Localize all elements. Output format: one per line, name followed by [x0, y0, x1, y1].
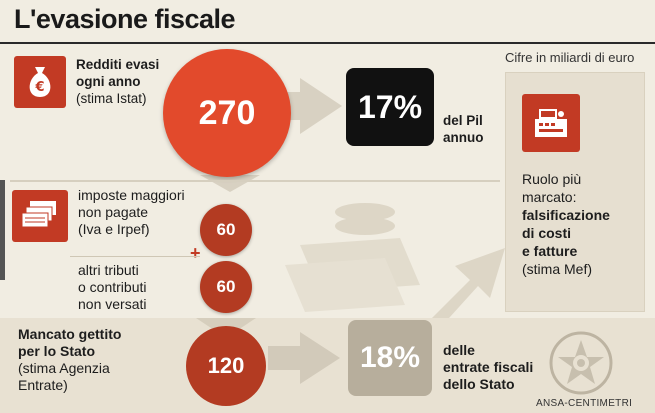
row4-label-line2: per lo Stato — [18, 343, 96, 359]
side-panel-text: Ruolo più marcato: falsificazione di cos… — [522, 170, 610, 278]
pct-box-pil: 17% — [346, 68, 434, 146]
row4-label: Mancato gettito per lo Stato (stima Agen… — [18, 326, 121, 394]
row3-label-line1: altri tributi — [78, 262, 139, 278]
coin-stack-mid — [335, 217, 395, 235]
row1-label-note: (stima Istat) — [76, 91, 147, 106]
row3-label-line2: o contributi — [78, 279, 147, 295]
row1-label-line1: Redditi evasi — [76, 57, 160, 72]
row1-pct-label: del Pil annuo — [443, 112, 484, 146]
unit-note: Cifre in miliardi di euro — [505, 50, 635, 65]
row3-label-line3: non versati — [78, 296, 147, 312]
row4-label-line1: Mancato gettito — [18, 326, 122, 342]
pct-box-entrate: 18% — [348, 320, 432, 396]
arrow-row4-overlay — [268, 332, 340, 384]
coin-stack-top — [335, 203, 395, 221]
row2-label-line3: (Iva e Irpef) — [78, 221, 150, 237]
side-panel-line6: (stima Mef) — [522, 261, 592, 277]
plus-sign: + — [190, 243, 201, 263]
row3-label: altri tributi o contributi non versati — [78, 262, 146, 313]
row1-label: Redditi evasi ogni anno (stima Istat) — [76, 56, 159, 107]
value-circle-60-first: 60 — [200, 204, 252, 256]
value-circle-60-second: 60 — [200, 261, 252, 313]
side-panel-line4: di costi — [522, 225, 572, 241]
side-panel-line5: e fatture — [522, 243, 578, 259]
money-bag-euro-icon: € — [14, 56, 66, 108]
row4-pct-label-line1: delle — [443, 342, 475, 358]
italian-republic-emblem-icon — [549, 331, 613, 395]
side-panel-line1: Ruolo più — [522, 171, 582, 187]
row4-pct-label: delle entrate fiscali dello Stato — [443, 342, 533, 393]
value-circle-120: 120 — [186, 326, 266, 406]
cash-register-icon — [522, 94, 580, 152]
value-circle-270: 270 — [163, 49, 291, 177]
chevron-row1 — [200, 175, 260, 192]
row2-label: imposte maggiori non pagate (Iva e Irpef… — [78, 187, 185, 238]
row4-pct-label-line2: entrate fiscali — [443, 359, 534, 375]
row4-label-note1: (stima Agenzia — [18, 360, 110, 376]
row1-pct-label-line2: annuo — [443, 130, 484, 145]
page-title: L'evasione fiscale — [14, 4, 236, 34]
row1-label-line2: ogni anno — [76, 74, 141, 89]
row4-label-note2: Entrate) — [18, 377, 68, 393]
row-divider-2 — [70, 256, 200, 257]
arrow-diagonal — [430, 248, 505, 328]
row4-pct-label-line3: dello Stato — [443, 376, 515, 392]
row2-label-line2: non pagate — [78, 204, 149, 220]
row2-label-line1: imposte maggiori — [78, 187, 185, 203]
row1-pct-label-line1: del Pil — [443, 113, 483, 128]
row-divider-1 — [10, 180, 500, 182]
left-edge-bar — [0, 180, 5, 280]
credit-text: ANSA-CENTIMETRI — [536, 398, 633, 409]
svg-text:€: € — [34, 80, 44, 95]
banknote-shape-2 — [285, 258, 405, 312]
title-divider — [0, 42, 655, 44]
banknote-stack-icon — [12, 190, 68, 242]
side-panel-line3: falsificazione — [522, 207, 610, 223]
side-panel-line2: marcato: — [522, 189, 577, 205]
